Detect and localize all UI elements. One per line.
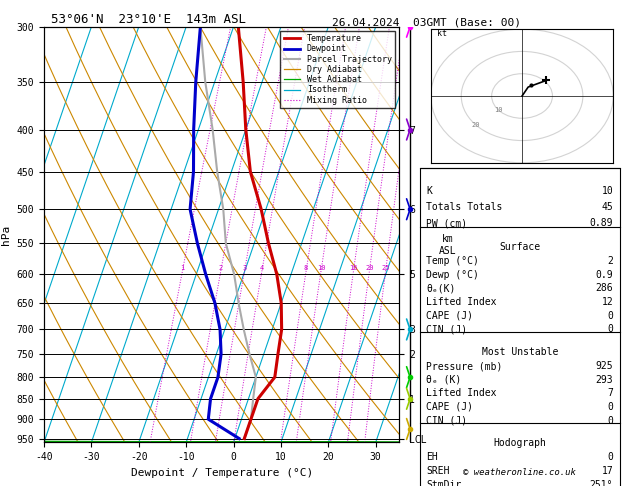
- Text: K: K: [426, 186, 432, 196]
- Text: Lifted Index: Lifted Index: [426, 388, 497, 399]
- Text: 0: 0: [608, 416, 613, 426]
- Text: Dewp (°C): Dewp (°C): [426, 270, 479, 280]
- Text: 26.04.2024  03GMT (Base: 00): 26.04.2024 03GMT (Base: 00): [332, 17, 521, 27]
- Text: PW (cm): PW (cm): [426, 218, 467, 228]
- Text: θₑ(K): θₑ(K): [426, 283, 456, 294]
- Y-axis label: hPa: hPa: [1, 225, 11, 244]
- Text: Surface: Surface: [499, 242, 540, 252]
- Text: © weatheronline.co.uk: © weatheronline.co.uk: [464, 468, 576, 477]
- Text: 0.89: 0.89: [590, 218, 613, 228]
- Text: EH: EH: [426, 452, 438, 463]
- Text: 10: 10: [494, 107, 503, 113]
- Text: CIN (J): CIN (J): [426, 324, 467, 334]
- Text: Pressure (mb): Pressure (mb): [426, 361, 503, 371]
- Text: 53°06'N  23°10'E  143m ASL: 53°06'N 23°10'E 143m ASL: [51, 13, 246, 26]
- Text: StmDir: StmDir: [426, 480, 462, 486]
- Text: 293: 293: [596, 375, 613, 385]
- Text: 25: 25: [381, 265, 390, 271]
- Text: 7: 7: [608, 388, 613, 399]
- Text: 8: 8: [304, 265, 308, 271]
- Text: 925: 925: [596, 361, 613, 371]
- Text: Lifted Index: Lifted Index: [426, 297, 497, 307]
- Text: Most Unstable: Most Unstable: [482, 347, 558, 357]
- X-axis label: Dewpoint / Temperature (°C): Dewpoint / Temperature (°C): [131, 468, 313, 478]
- Text: 45: 45: [601, 202, 613, 212]
- Text: 10: 10: [316, 265, 325, 271]
- Text: 0.9: 0.9: [596, 270, 613, 280]
- Text: 1: 1: [181, 265, 184, 271]
- Text: 20: 20: [365, 265, 374, 271]
- Y-axis label: km
ASL: km ASL: [439, 235, 457, 256]
- Text: 286: 286: [596, 283, 613, 294]
- Text: 12: 12: [601, 297, 613, 307]
- Text: SREH: SREH: [426, 466, 450, 476]
- Text: 20: 20: [471, 122, 480, 128]
- Text: CAPE (J): CAPE (J): [426, 311, 474, 321]
- Text: 3: 3: [242, 265, 247, 271]
- Text: 0: 0: [608, 311, 613, 321]
- Text: 16: 16: [349, 265, 358, 271]
- Text: kt: kt: [437, 29, 447, 38]
- Text: 17: 17: [601, 466, 613, 476]
- Text: 4: 4: [260, 265, 264, 271]
- Text: 2: 2: [608, 256, 613, 266]
- Text: Totals Totals: Totals Totals: [426, 202, 503, 212]
- Text: 251°: 251°: [590, 480, 613, 486]
- Text: 0: 0: [608, 452, 613, 463]
- Text: CIN (J): CIN (J): [426, 416, 467, 426]
- Text: Hodograph: Hodograph: [493, 438, 547, 448]
- Text: Temp (°C): Temp (°C): [426, 256, 479, 266]
- Text: 10: 10: [601, 186, 613, 196]
- Text: θₑ (K): θₑ (K): [426, 375, 462, 385]
- Legend: Temperature, Dewpoint, Parcel Trajectory, Dry Adiabat, Wet Adiabat, Isotherm, Mi: Temperature, Dewpoint, Parcel Trajectory…: [281, 31, 395, 108]
- Text: 2: 2: [218, 265, 223, 271]
- Text: CAPE (J): CAPE (J): [426, 402, 474, 412]
- Text: 0: 0: [608, 402, 613, 412]
- Text: 0: 0: [608, 324, 613, 334]
